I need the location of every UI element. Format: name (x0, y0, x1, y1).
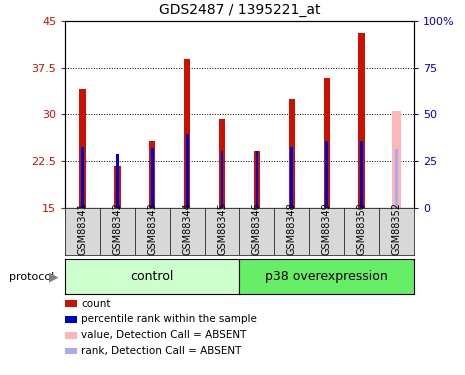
Bar (360, 141, 363, 208)
Bar (256, 151, 259, 208)
Bar (114, 166, 120, 208)
Bar (151, 148, 153, 208)
Bar (219, 119, 225, 208)
Text: p38 overexpression: p38 overexpression (266, 270, 388, 283)
Bar (289, 99, 295, 208)
Bar (116, 154, 119, 208)
Bar (184, 59, 190, 208)
Bar (81, 147, 84, 208)
Bar (186, 134, 189, 208)
Bar (254, 151, 260, 208)
Bar (359, 33, 365, 208)
Bar (290, 147, 293, 208)
Text: protocol: protocol (9, 272, 54, 282)
Bar (392, 111, 401, 208)
Text: count: count (81, 299, 111, 309)
Text: ▶: ▶ (49, 270, 59, 283)
Text: control: control (131, 270, 174, 283)
Bar (80, 89, 86, 208)
Bar (149, 141, 155, 208)
Bar (324, 78, 330, 208)
Text: percentile rank within the sample: percentile rank within the sample (81, 315, 257, 324)
Bar (220, 151, 223, 208)
Bar (395, 149, 398, 208)
Bar (326, 141, 328, 208)
Text: rank, Detection Call = ABSENT: rank, Detection Call = ABSENT (81, 346, 242, 356)
Title: GDS2487 / 1395221_at: GDS2487 / 1395221_at (159, 3, 320, 17)
Text: value, Detection Call = ABSENT: value, Detection Call = ABSENT (81, 330, 247, 340)
